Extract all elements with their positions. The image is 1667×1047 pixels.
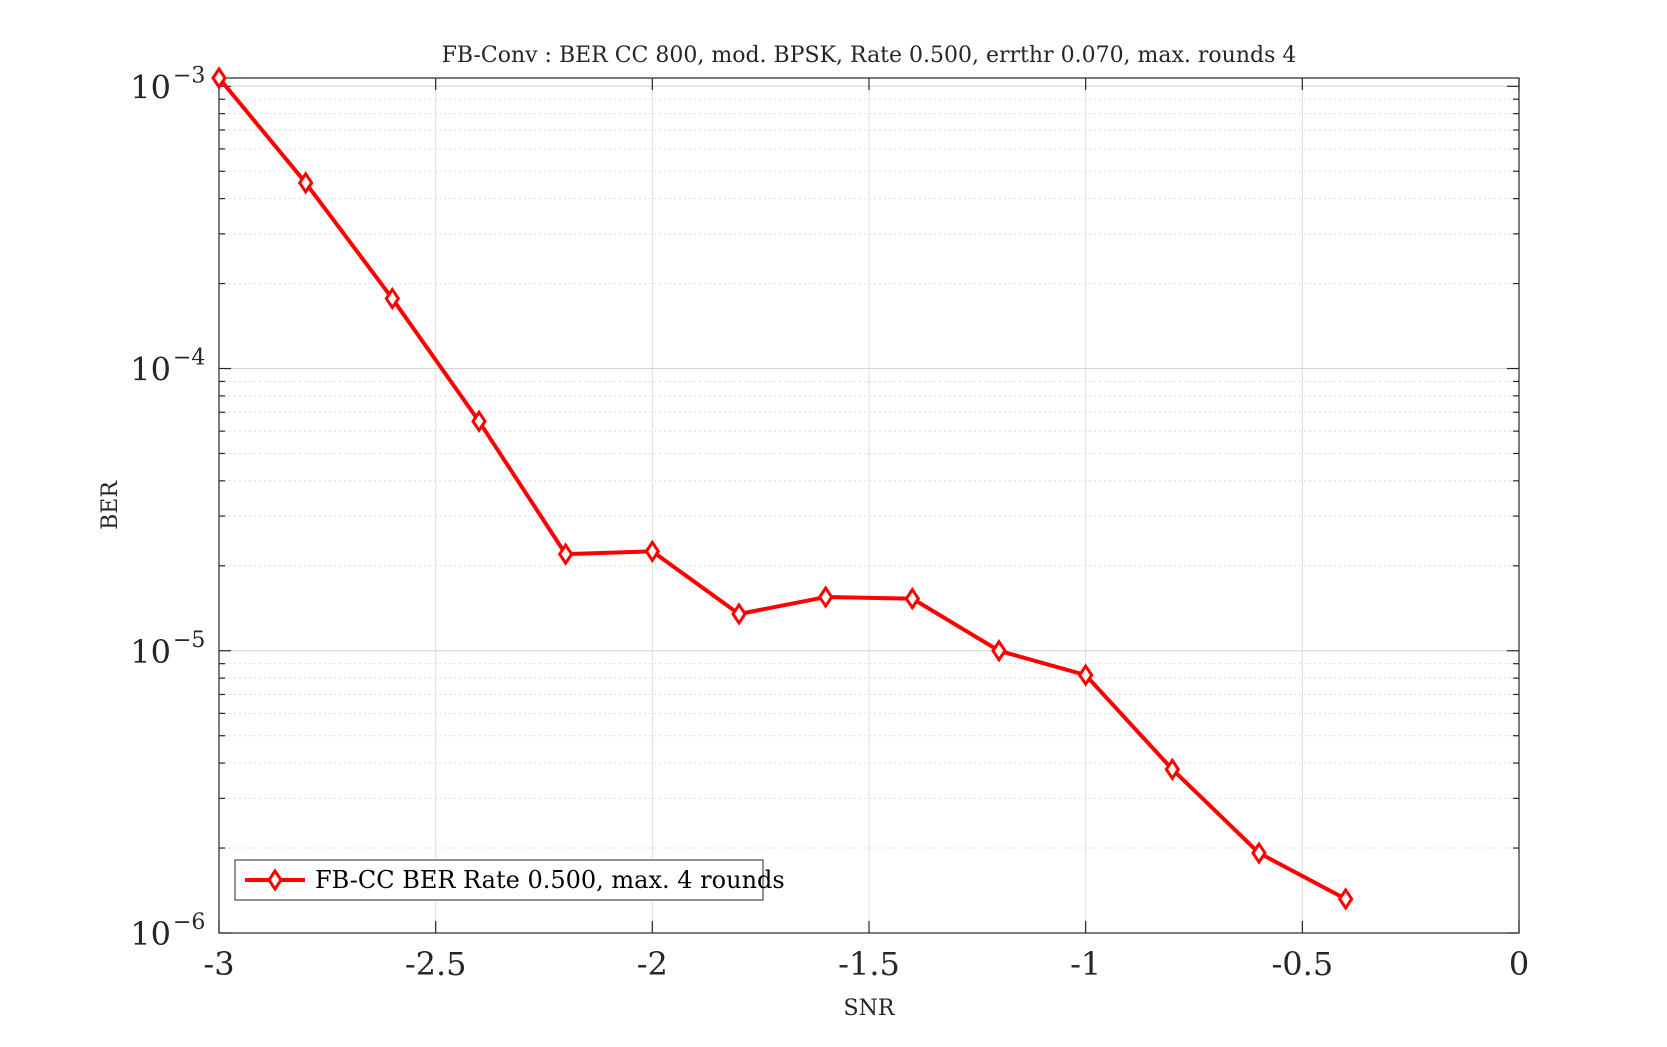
data-point-marker <box>731 602 747 626</box>
x-tick-label: 0 <box>1509 945 1529 983</box>
data-point-marker <box>991 639 1007 663</box>
legend: FB-CC BER Rate 0.500, max. 4 rounds <box>234 859 785 901</box>
y-tick-label-exponent: −3 <box>173 63 205 88</box>
data-point-marker <box>817 585 834 609</box>
data-point-marker <box>1164 757 1181 782</box>
data-point-marker <box>644 539 661 564</box>
data-point-marker <box>1251 841 1267 865</box>
x-tick-label: -1 <box>1070 945 1101 983</box>
y-tick-labels: 10−610−510−410−3 <box>130 63 205 953</box>
x-tick-label: -1.5 <box>838 945 900 983</box>
y-axis-label: BER <box>98 480 123 530</box>
x-tick-labels: -3 -2.5 -2 -1.5 -1 -0.5 0 <box>203 945 1529 983</box>
data-point-marker <box>904 586 921 611</box>
chart-title: FB-Conv : BER CC 800, mod. BPSK, Rate 0.… <box>442 43 1297 68</box>
y-tick-label: 10 −6 <box>130 910 205 953</box>
y-tick-label-exponent: −6 <box>173 910 205 935</box>
data-point-marker <box>1337 887 1354 911</box>
legend-box <box>234 859 764 901</box>
plot-frame <box>218 77 1520 934</box>
x-tick-label: -0.5 <box>1271 945 1333 983</box>
data-point-marker <box>211 66 227 90</box>
data-point-marker <box>471 409 487 434</box>
y-tick-label: 10 −4 <box>130 346 205 389</box>
y-tick-label: 10 −5 <box>130 628 205 671</box>
data-point-marker <box>384 286 401 311</box>
data-point-marker <box>557 542 574 566</box>
y-tick-label-exponent: −4 <box>173 346 205 371</box>
y-tick-label-base: 10 <box>130 68 171 106</box>
y-tick-label-base: 10 <box>130 351 171 389</box>
legend-diamond-marker <box>267 868 283 892</box>
x-tick-label: -3 <box>203 945 234 983</box>
y-tick-label-exponent: −5 <box>173 628 205 653</box>
x-axis-label: SNR <box>844 996 896 1021</box>
data-point-marker <box>1077 663 1094 687</box>
series-line <box>217 76 1347 901</box>
x-tick-label: -2.5 <box>405 945 467 983</box>
y-tick-label-base: 10 <box>130 633 171 671</box>
y-tick-label-base: 10 <box>130 915 171 953</box>
x-tick-label: -2 <box>637 945 668 983</box>
legend-label: FB-CC BER Rate 0.500, max. 4 rounds <box>315 866 785 894</box>
y-tick-label: 10 −3 <box>130 63 205 106</box>
series-layer <box>211 66 1354 911</box>
data-point-marker <box>297 171 314 195</box>
